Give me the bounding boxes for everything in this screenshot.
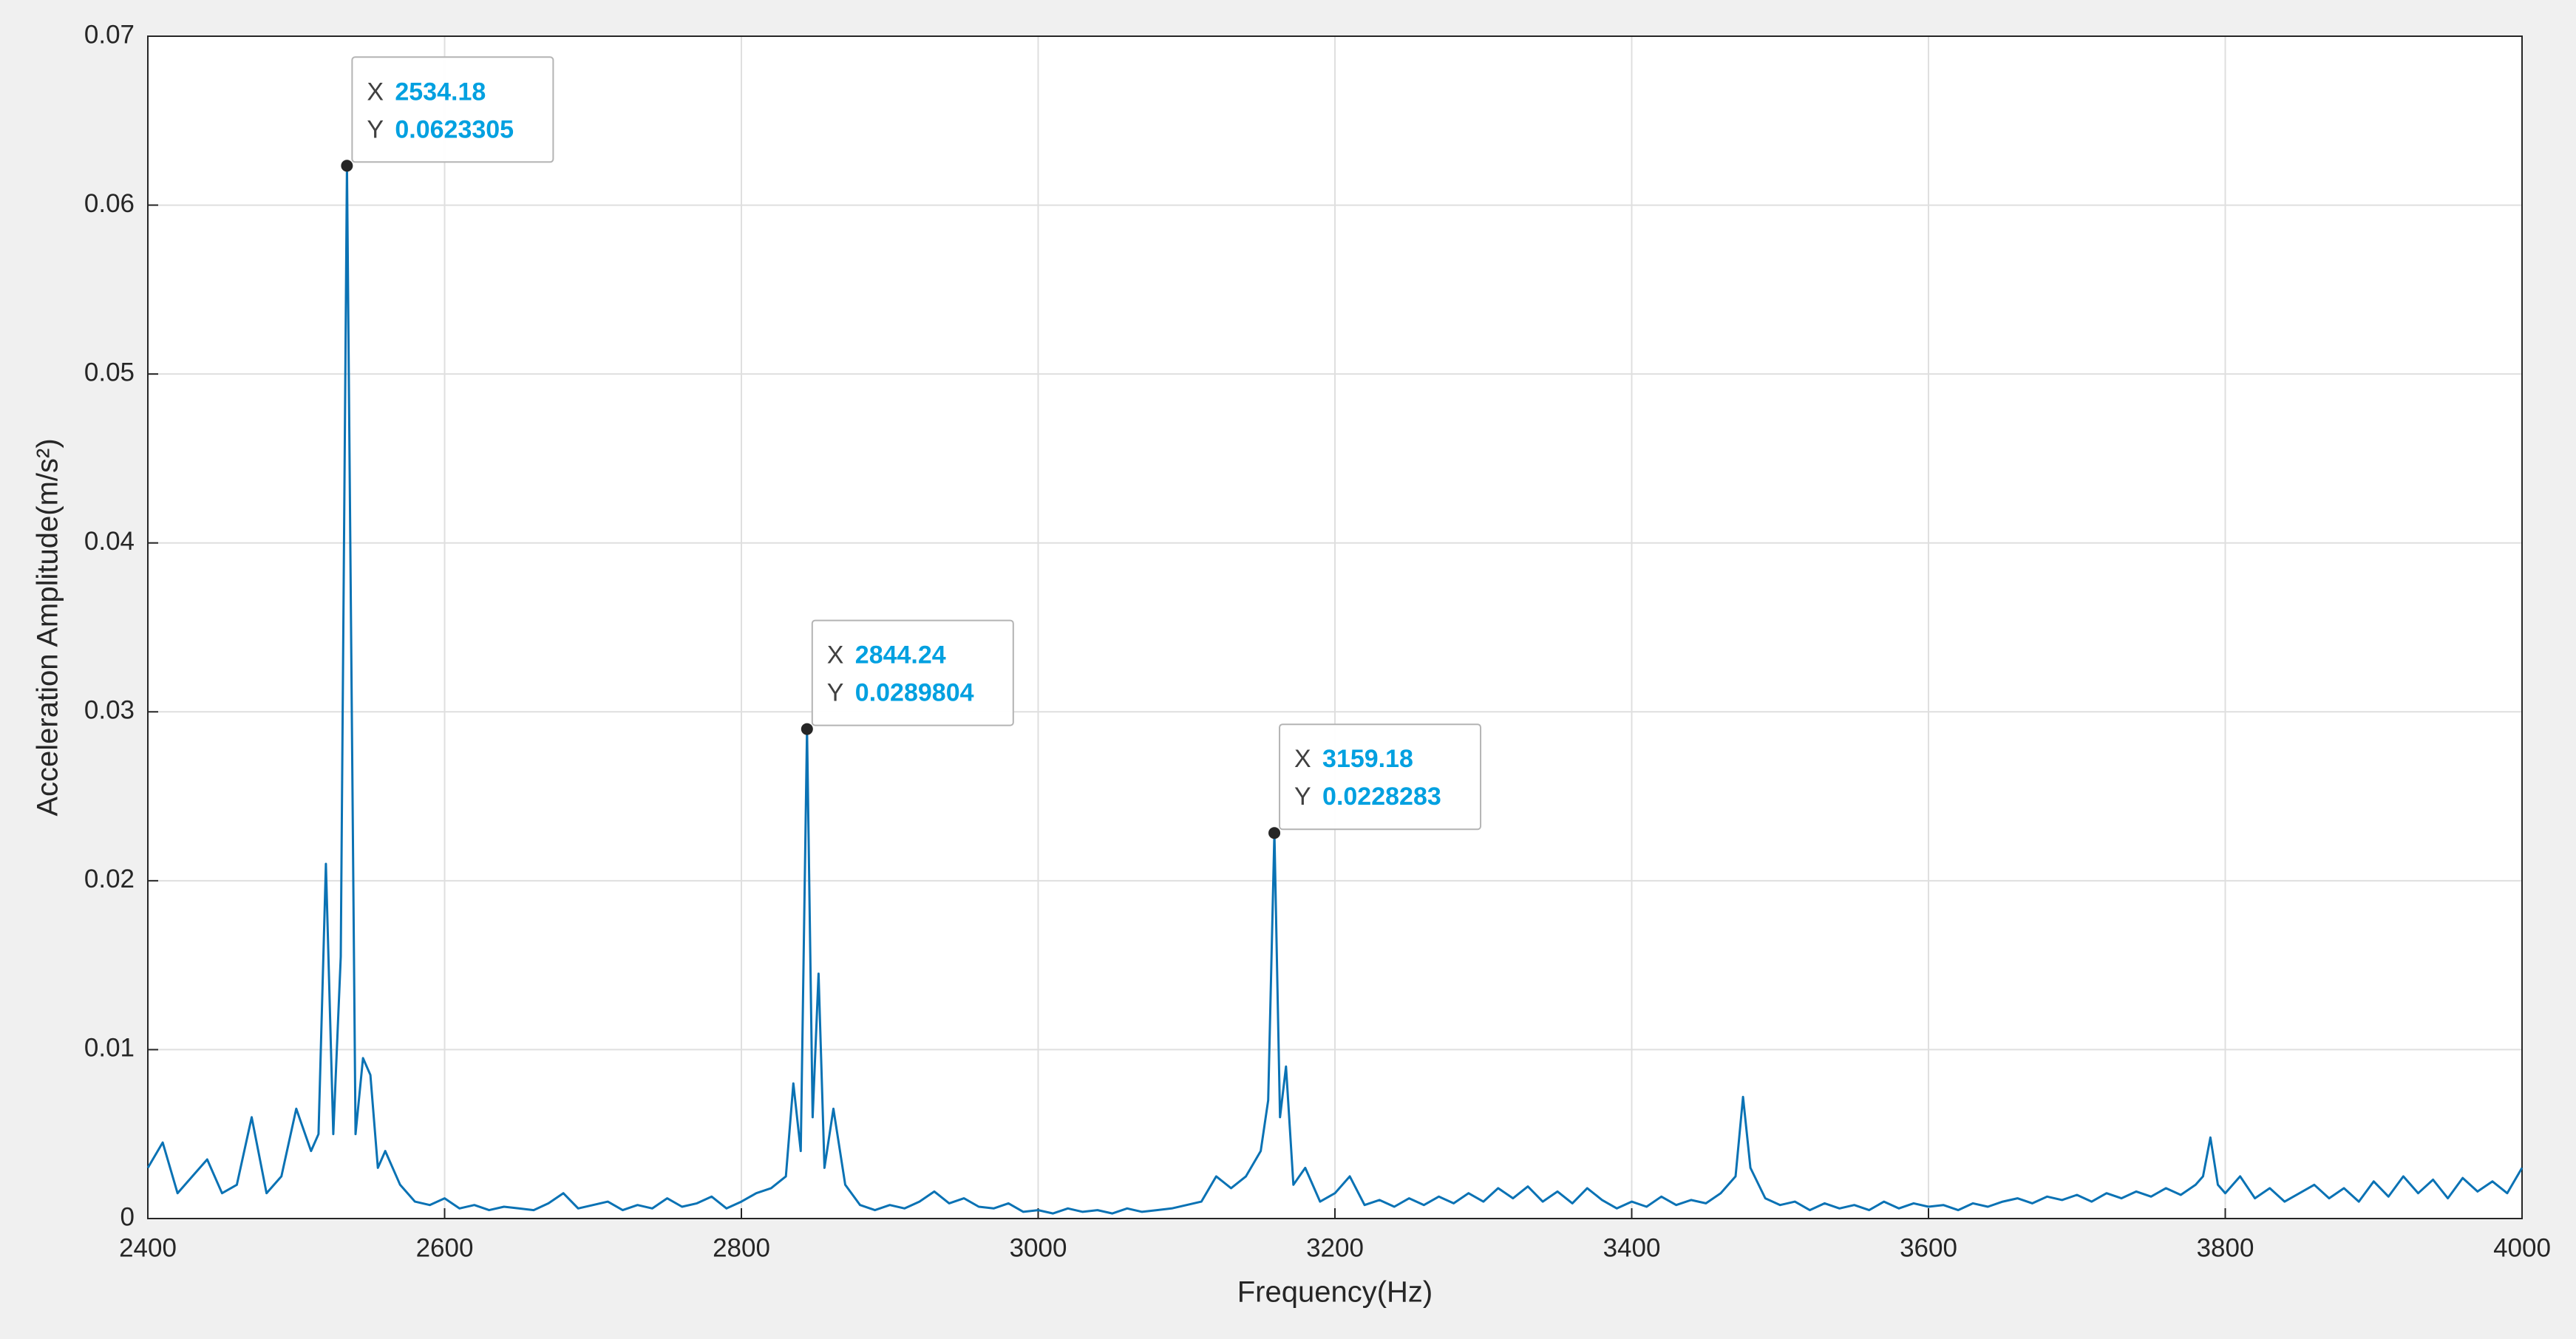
datatip-x-label: X — [1294, 745, 1311, 773]
y-tick-label: 0.03 — [84, 696, 135, 725]
datatip-y-value: 0.0228283 — [1322, 783, 1441, 811]
datatip-y-label: Y — [827, 679, 844, 707]
datatip: X 2534.18 Y 0.0623305 — [341, 56, 554, 172]
axes-box — [147, 35, 2523, 1219]
datatip-marker — [801, 723, 813, 735]
x-tick-label: 2800 — [713, 1233, 770, 1262]
y-axis-label: Acceleration Amplitude(m/s²) — [32, 438, 64, 816]
datatip: X 2844.24 Y 0.0289804 — [801, 619, 1014, 735]
y-tick-label: 0.07 — [84, 20, 135, 49]
datatip-marker — [341, 160, 353, 172]
datatip-x-value: 2844.24 — [855, 641, 946, 670]
x-tick-label: 2400 — [119, 1233, 177, 1262]
datatip-x-value: 3159.18 — [1322, 745, 1413, 773]
y-tick-label: 0.04 — [84, 527, 135, 556]
x-tick-label: 4000 — [2493, 1233, 2551, 1262]
datatip-x-label: X — [827, 641, 844, 670]
x-tick-label: 3800 — [2197, 1233, 2254, 1262]
datatip-x-label: X — [367, 78, 384, 106]
y-tick-label: 0.06 — [84, 189, 135, 218]
datatip-box — [1279, 723, 1482, 831]
datatip-marker — [1268, 827, 1281, 839]
datatip-x-value: 2534.18 — [395, 78, 486, 106]
x-tick-label: 3000 — [1010, 1233, 1067, 1262]
x-tick-label: 3600 — [1900, 1233, 1957, 1262]
y-tick-label: 0.02 — [84, 865, 135, 893]
datatip-y-value: 0.0289804 — [855, 679, 974, 707]
datatip: X 3159.18 Y 0.0228283 — [1268, 723, 1482, 839]
x-axis-label: Frequency(Hz) — [1237, 1276, 1433, 1309]
x-tick-label: 3200 — [1306, 1233, 1364, 1262]
datatip-y-label: Y — [367, 115, 384, 143]
datatip-box — [811, 619, 1014, 726]
datatip-box — [351, 56, 554, 163]
y-tick-label: 0 — [120, 1202, 135, 1231]
x-tick-label: 3400 — [1603, 1233, 1661, 1262]
x-tick-label: 2600 — [416, 1233, 474, 1262]
y-tick-label: 0.01 — [84, 1034, 135, 1063]
datatip-y-label: Y — [1294, 783, 1311, 811]
datatip-y-value: 0.0623305 — [395, 115, 514, 143]
y-tick-label: 0.05 — [84, 358, 135, 386]
spectrum-line — [146, 164, 2524, 1215]
